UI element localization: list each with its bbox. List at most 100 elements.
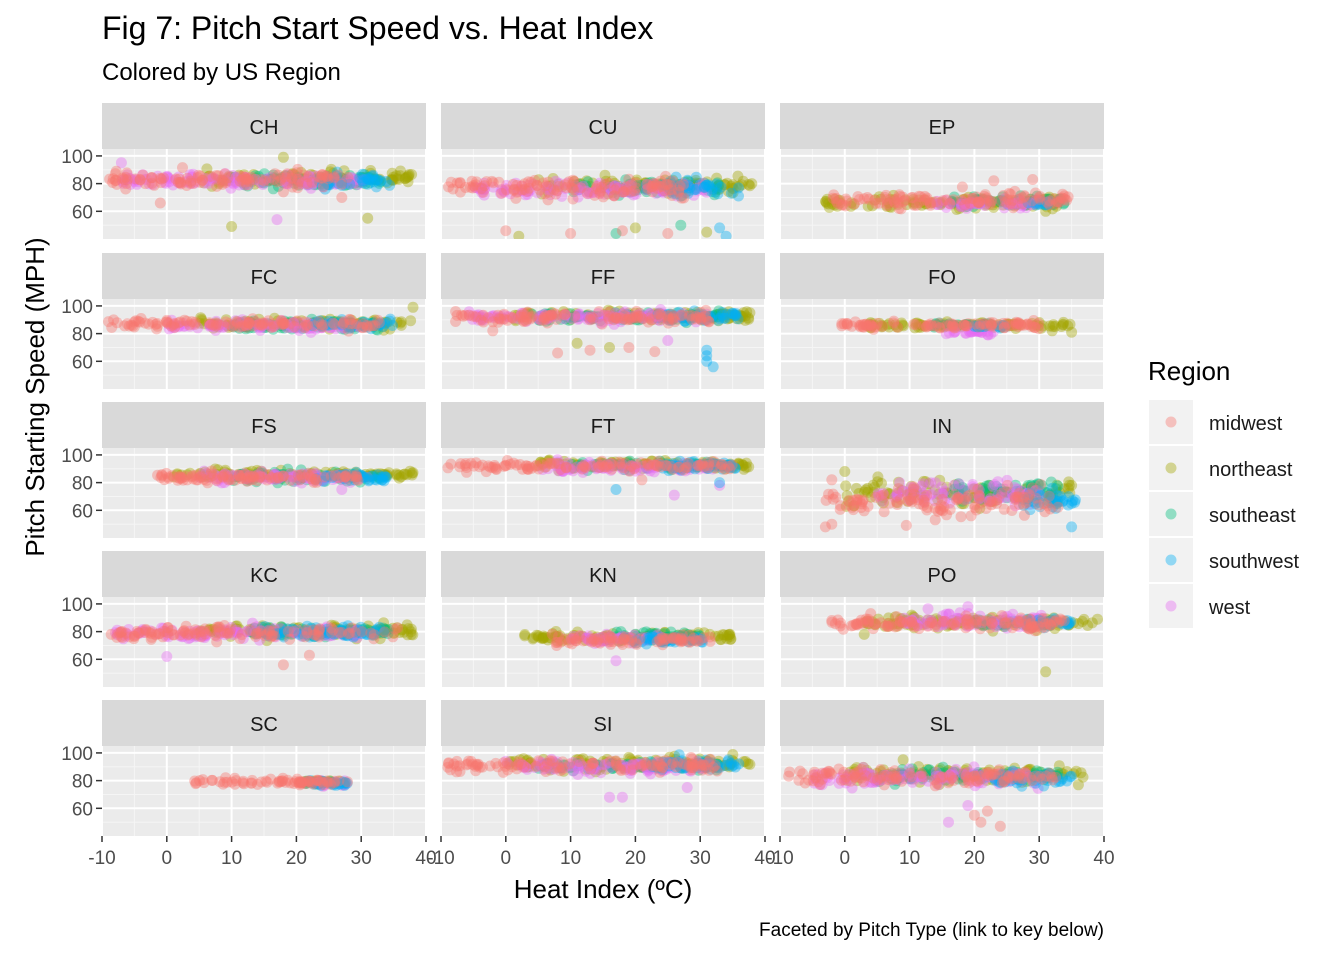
data-point	[624, 314, 635, 325]
facet-strip-label: EP	[929, 117, 956, 139]
data-point	[367, 320, 378, 331]
data-point	[226, 221, 237, 232]
data-point	[143, 319, 154, 330]
data-point	[292, 174, 303, 185]
data-point	[893, 620, 904, 631]
data-point	[161, 651, 172, 662]
data-point	[914, 191, 925, 202]
data-point	[201, 475, 212, 486]
data-point	[952, 494, 963, 505]
data-point	[304, 650, 315, 661]
data-point	[669, 490, 680, 501]
facet-panel-cu: CU	[441, 103, 765, 242]
data-point	[636, 474, 647, 485]
data-point	[376, 474, 387, 485]
facet-strip-label: FC	[251, 267, 278, 289]
data-point	[933, 506, 944, 517]
data-point	[196, 631, 207, 642]
data-point	[317, 321, 328, 332]
data-point	[609, 190, 620, 201]
data-point	[589, 633, 600, 644]
data-point	[630, 222, 641, 233]
facet-panel-kn: KN	[441, 551, 765, 687]
data-point	[158, 172, 169, 183]
data-point	[302, 469, 313, 480]
data-point	[703, 457, 714, 468]
data-point	[278, 186, 289, 197]
data-point	[987, 481, 998, 492]
data-point	[486, 176, 497, 187]
data-point	[336, 484, 347, 495]
data-point	[848, 504, 859, 515]
data-point	[623, 342, 634, 353]
data-point	[234, 470, 245, 481]
facet-strip-label: SC	[250, 714, 278, 736]
data-point	[212, 622, 223, 633]
data-point	[688, 633, 699, 644]
data-point	[538, 177, 549, 188]
data-point	[208, 320, 219, 331]
data-point	[865, 608, 876, 619]
data-point	[346, 622, 357, 633]
data-point	[935, 323, 946, 334]
data-point	[369, 176, 380, 187]
facet-panel-ft: FT	[441, 402, 765, 538]
data-point	[408, 302, 419, 313]
data-point	[856, 319, 867, 330]
facet-panel-kc: KC	[102, 551, 426, 687]
data-point	[930, 621, 941, 632]
data-point	[1034, 192, 1045, 203]
data-point	[682, 462, 693, 473]
data-point	[1042, 500, 1053, 511]
data-point	[966, 618, 977, 629]
data-point	[513, 231, 524, 242]
data-point	[283, 626, 294, 637]
data-point	[856, 615, 867, 626]
data-point	[604, 342, 615, 353]
data-point	[235, 176, 246, 187]
data-point	[519, 629, 530, 640]
data-point	[937, 195, 948, 206]
data-point	[686, 314, 697, 325]
data-point	[470, 311, 481, 322]
data-point	[1019, 510, 1030, 521]
data-point	[925, 477, 936, 488]
data-point	[387, 320, 398, 331]
data-point	[1053, 502, 1064, 513]
data-point	[723, 461, 734, 472]
facet-strip-label: KN	[589, 565, 617, 587]
data-point	[161, 315, 172, 326]
data-point	[519, 308, 530, 319]
data-point	[448, 184, 459, 195]
data-point	[269, 321, 280, 332]
data-point	[957, 182, 968, 193]
data-point	[333, 170, 344, 181]
data-point	[668, 176, 679, 187]
data-point	[629, 463, 640, 474]
data-point	[272, 214, 283, 225]
facets-layer: CH CU EPFC FF FOFS FT INKC KN POSC SI SL	[102, 103, 1104, 836]
data-point	[661, 460, 672, 471]
data-point	[111, 166, 122, 177]
data-point	[499, 309, 510, 320]
data-point	[255, 174, 266, 185]
data-point	[1066, 521, 1077, 532]
data-point	[731, 310, 742, 321]
data-point	[476, 183, 487, 194]
facet-strip-label: IN	[932, 416, 952, 438]
data-point	[604, 307, 615, 318]
data-point	[299, 316, 310, 327]
facet-strip-label: FF	[591, 267, 615, 289]
data-point	[405, 315, 416, 326]
data-point	[733, 182, 744, 193]
data-point	[561, 462, 572, 473]
data-point	[146, 632, 157, 643]
data-point	[177, 162, 188, 173]
data-point	[559, 309, 570, 320]
data-point	[522, 186, 533, 197]
data-point	[336, 471, 347, 482]
data-point	[403, 176, 414, 187]
data-point	[121, 178, 132, 189]
facet-strip-label: PO	[928, 565, 957, 587]
data-point	[543, 194, 554, 205]
